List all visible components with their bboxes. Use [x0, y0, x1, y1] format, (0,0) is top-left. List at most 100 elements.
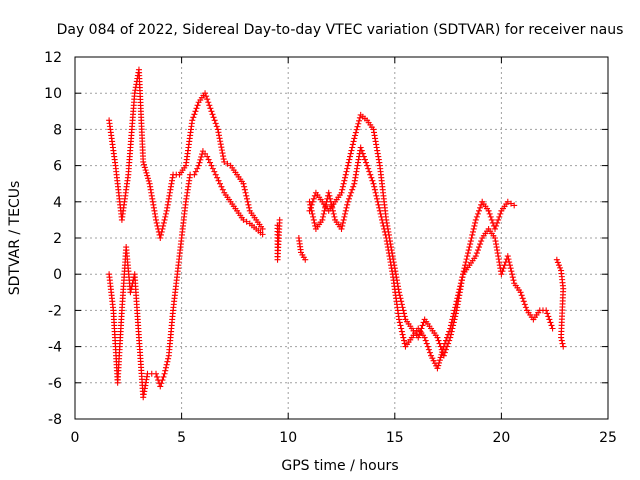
data-point	[434, 365, 441, 372]
data-point	[344, 162, 351, 169]
data-point	[464, 253, 471, 260]
data-point	[127, 289, 134, 296]
data-point	[380, 222, 387, 229]
data-point	[505, 256, 512, 263]
data-point	[504, 198, 511, 205]
data-point	[521, 301, 528, 308]
data-point	[544, 310, 551, 317]
y-tick-label: -2	[48, 303, 62, 319]
data-point	[473, 250, 480, 257]
data-point	[276, 216, 283, 223]
data-point	[469, 228, 476, 235]
data-point	[511, 202, 518, 209]
data-point	[356, 117, 363, 124]
data-point	[463, 256, 470, 263]
data-point	[197, 156, 204, 163]
data-point	[435, 337, 442, 344]
data-point	[165, 355, 172, 362]
data-point	[208, 162, 215, 169]
data-point	[224, 160, 231, 167]
data-point	[376, 207, 383, 214]
data-point	[153, 370, 160, 377]
data-point	[441, 340, 448, 347]
data-point	[160, 222, 167, 229]
data-point	[374, 195, 381, 202]
data-point	[375, 201, 382, 208]
data-point	[401, 310, 408, 317]
data-point	[401, 337, 408, 344]
data-point	[145, 175, 152, 182]
data-point	[214, 174, 221, 181]
x-tick-label: 25	[599, 430, 617, 446]
data-point	[320, 213, 327, 220]
data-point	[194, 165, 201, 172]
data-point	[340, 216, 347, 223]
data-point	[190, 114, 197, 121]
data-point	[218, 147, 225, 154]
data-point	[205, 156, 212, 163]
data-point	[452, 301, 459, 308]
data-point	[193, 105, 200, 112]
data-point	[363, 159, 370, 166]
data-point	[214, 126, 221, 133]
data-point	[320, 210, 327, 217]
data-point	[140, 158, 147, 165]
data-point	[216, 132, 223, 139]
data-point	[476, 244, 483, 251]
data-point	[213, 123, 220, 130]
data-point	[381, 228, 388, 235]
data-point	[397, 322, 404, 329]
data-point	[341, 177, 348, 184]
data-point	[243, 218, 250, 225]
data-point	[372, 189, 379, 196]
data-point	[198, 153, 205, 160]
data-point	[396, 316, 403, 323]
data-layer	[106, 66, 567, 401]
data-point	[445, 331, 452, 338]
data-point	[340, 180, 347, 187]
data-point	[472, 253, 479, 260]
data-point	[218, 183, 225, 190]
data-point	[216, 135, 223, 142]
data-point	[486, 210, 493, 217]
data-point	[191, 171, 198, 178]
data-point	[473, 213, 480, 220]
data-point	[509, 271, 516, 278]
data-point	[220, 156, 227, 163]
data-point	[311, 192, 318, 199]
data-point	[558, 337, 565, 344]
data-point	[458, 277, 465, 284]
data-point	[215, 177, 222, 184]
data-point	[371, 186, 378, 193]
data-point	[485, 207, 492, 214]
data-point	[217, 138, 224, 145]
data-point	[457, 280, 464, 287]
data-point	[347, 192, 354, 199]
data-point	[194, 102, 201, 109]
data-point	[555, 262, 562, 269]
data-point	[162, 213, 169, 220]
data-point	[382, 231, 389, 238]
data-point	[451, 307, 458, 314]
data-point	[195, 162, 202, 169]
data-point	[327, 198, 334, 205]
data-point	[326, 192, 333, 199]
x-tick-label: 20	[492, 430, 510, 446]
data-point	[487, 213, 494, 220]
data-point	[374, 198, 381, 205]
data-point	[162, 367, 169, 374]
data-point	[154, 373, 161, 380]
data-point	[216, 180, 223, 187]
data-point	[220, 153, 227, 160]
data-point	[357, 144, 364, 151]
data-point	[345, 159, 352, 166]
y-tick-label: 10	[44, 86, 62, 102]
data-point	[221, 158, 228, 165]
data-point	[347, 153, 354, 160]
data-point	[377, 210, 384, 217]
data-point	[351, 135, 358, 142]
data-point	[164, 358, 171, 365]
data-point	[495, 216, 502, 223]
data-point	[497, 210, 504, 217]
data-point	[381, 225, 388, 232]
